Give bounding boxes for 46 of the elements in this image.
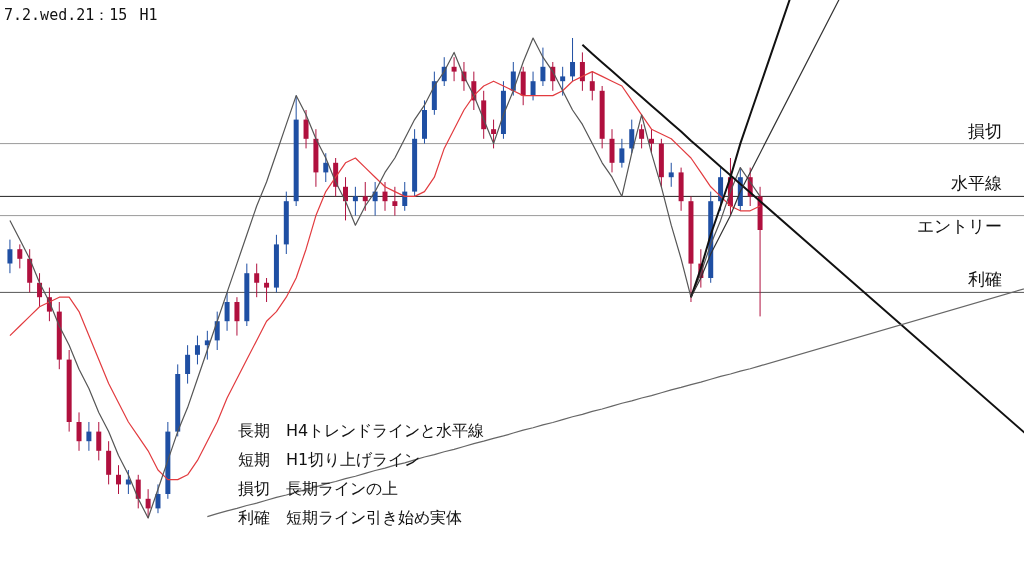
ref-line-label: 水平線 [951,173,1002,194]
candlestick [86,421,92,452]
candlestick [204,330,210,361]
candlestick [491,119,497,149]
candlestick [382,181,388,212]
candlestick [116,464,122,495]
candlestick [254,263,260,298]
candlestick [362,181,368,212]
candlestick [96,421,102,461]
candlestick [224,291,230,332]
candlestick [520,66,526,106]
candlestick [234,296,240,337]
ref-line-label: 利確 [968,269,1002,290]
candlestick [17,243,23,269]
ref-line-label: エントリー [917,215,1002,236]
chart-subtitle: H1 [139,6,158,24]
candlestick [451,56,457,82]
candlestick [106,440,112,485]
candlestick [155,483,161,514]
candlestick [392,186,398,217]
candlestick [629,119,635,154]
chart-title: 7.2.wed.21：15 [4,6,128,24]
candlestick [668,162,674,188]
candlestick [589,71,595,101]
annotation: 利確 短期ライン引き始め実体 [238,507,463,529]
annotation: 長期 H4トレンドラインと水平線 [238,420,485,442]
candlestick [185,344,191,385]
candlestick [194,335,200,365]
candlestick [303,109,309,149]
candlestick [609,128,615,173]
candlestick [570,37,576,82]
candlestick [619,138,625,169]
candlestick [27,248,33,293]
candlestick [264,277,270,303]
ref-line-label: 損切 [968,120,1002,141]
candlestick [76,411,82,452]
candlestick [560,66,566,97]
candlestick [214,311,220,351]
candlestick [540,47,546,87]
candlestick [352,186,358,217]
candlestick [7,239,13,274]
candlestick [639,123,645,149]
candlestick [323,152,329,183]
candlestick [530,71,536,101]
candlestick [579,51,585,92]
candlestick [135,474,141,509]
